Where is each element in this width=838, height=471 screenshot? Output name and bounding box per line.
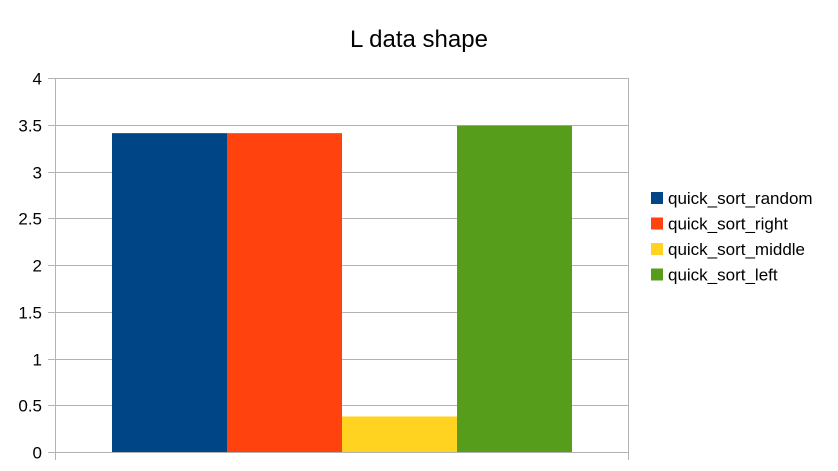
legend-label-quick_sort_random: quick_sort_random — [668, 189, 813, 208]
y-tick-label: 3 — [33, 164, 42, 183]
y-tick-label: 2 — [33, 257, 42, 276]
y-tick-label: 0.5 — [18, 397, 42, 416]
legend: quick_sort_random quick_sort_right quick_s… — [651, 189, 813, 285]
y-tick-label: 2.5 — [18, 210, 42, 229]
legend-swatch-quick_sort_left — [651, 268, 663, 281]
legend-label-quick_sort_left: quick_sort_left — [668, 266, 778, 285]
bar-quick_sort_left — [457, 125, 572, 452]
bar-quick_sort_right — [227, 133, 342, 453]
legend-label-quick_sort_middle: quick_sort_middle — [668, 240, 805, 259]
bar-quick_sort_middle — [342, 416, 457, 452]
axes — [55, 78, 629, 460]
y-tick-label: 1.5 — [18, 304, 42, 323]
chart-title: L data shape — [350, 26, 488, 53]
y-axis-tick-labels: 0 0.5 1 1.5 2 2.5 3 3.5 4 — [18, 70, 42, 463]
legend-swatch-quick_sort_random — [651, 192, 663, 204]
legend-label-quick_sort_right: quick_sort_right — [668, 215, 788, 234]
y-tick-label: 1 — [33, 351, 42, 370]
y-tick-label: 4 — [33, 70, 42, 89]
bars — [112, 125, 572, 453]
y-tick-label: 0 — [33, 444, 42, 463]
legend-swatch-quick_sort_right — [651, 217, 663, 230]
legend-swatch-quick_sort_middle — [651, 243, 663, 255]
y-tick-label: 3.5 — [18, 117, 42, 136]
bar-quick_sort_random — [112, 133, 227, 453]
